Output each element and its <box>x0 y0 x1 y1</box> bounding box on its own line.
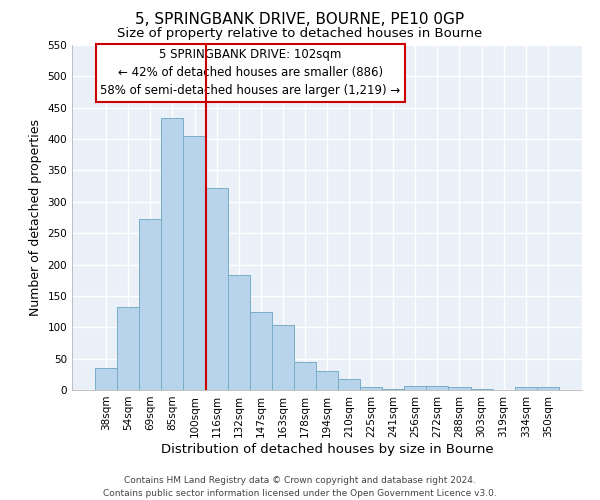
Bar <box>404 386 427 390</box>
Bar <box>360 387 382 390</box>
Bar <box>227 274 250 390</box>
Bar <box>117 306 139 390</box>
Text: Contains HM Land Registry data © Crown copyright and database right 2024.
Contai: Contains HM Land Registry data © Crown c… <box>103 476 497 498</box>
X-axis label: Distribution of detached houses by size in Bourne: Distribution of detached houses by size … <box>161 442 493 456</box>
Text: 5, SPRINGBANK DRIVE, BOURNE, PE10 0GP: 5, SPRINGBANK DRIVE, BOURNE, PE10 0GP <box>136 12 464 28</box>
Text: Size of property relative to detached houses in Bourne: Size of property relative to detached ho… <box>118 28 482 40</box>
Bar <box>470 388 493 390</box>
Bar <box>537 387 559 390</box>
Bar <box>316 371 338 390</box>
Y-axis label: Number of detached properties: Number of detached properties <box>29 119 42 316</box>
Bar <box>294 362 316 390</box>
Bar <box>139 220 161 390</box>
Bar <box>250 312 272 390</box>
Bar <box>515 387 537 390</box>
Bar <box>161 118 184 390</box>
Bar <box>95 368 117 390</box>
Bar <box>272 326 294 390</box>
Bar <box>206 188 227 390</box>
Bar <box>448 388 470 390</box>
Bar <box>382 388 404 390</box>
Text: 5 SPRINGBANK DRIVE: 102sqm
← 42% of detached houses are smaller (886)
58% of sem: 5 SPRINGBANK DRIVE: 102sqm ← 42% of deta… <box>100 48 401 98</box>
Bar <box>427 386 448 390</box>
Bar <box>338 378 360 390</box>
Bar <box>184 136 206 390</box>
